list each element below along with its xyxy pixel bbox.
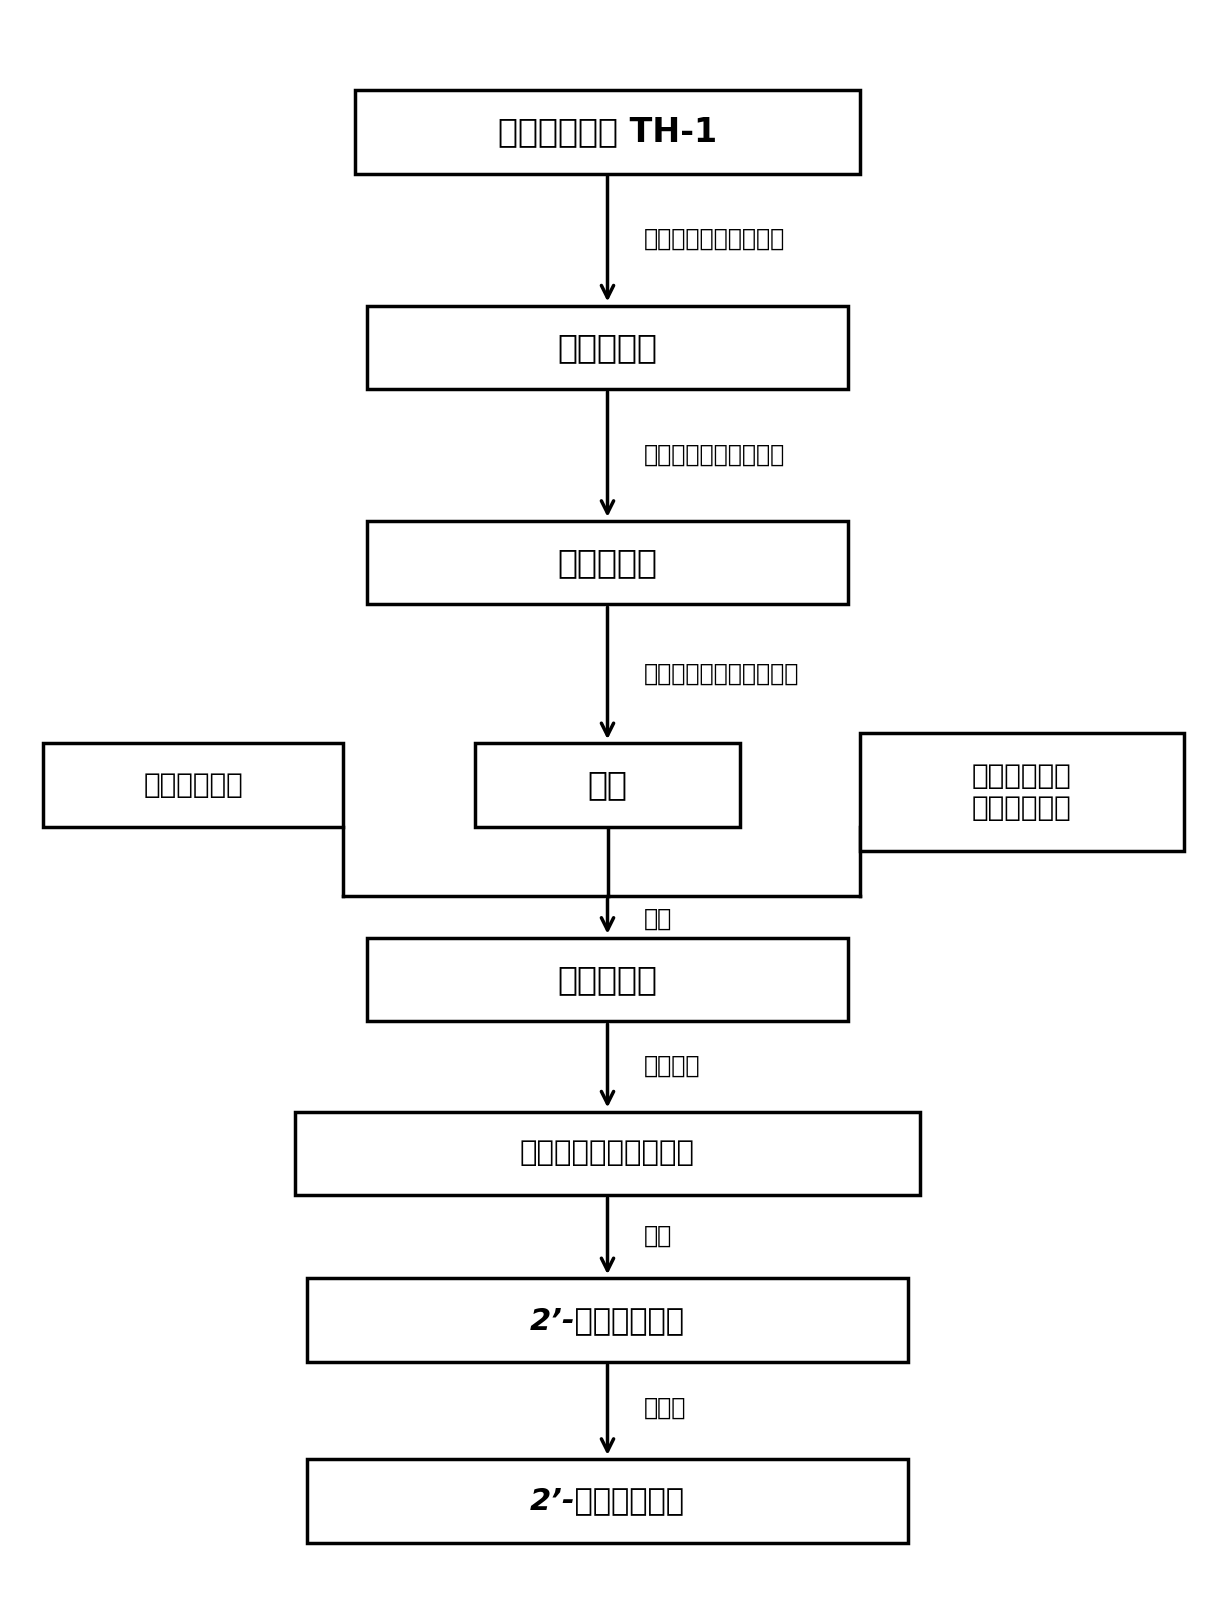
Text: 大肠埃希氏菌 TH-1: 大肠埃希氏菌 TH-1: [498, 116, 717, 148]
Text: 种子培养基，种子培养: 种子培养基，种子培养: [644, 227, 785, 251]
Text: 产酵培养基，发酵培养: 产酵培养基，发酵培养: [644, 442, 785, 466]
Text: 菌体: 菌体: [588, 769, 627, 801]
FancyBboxPatch shape: [367, 938, 848, 1022]
Text: 2’-脱氧腺苷纯品: 2’-脱氧腺苷纯品: [530, 1486, 685, 1515]
FancyBboxPatch shape: [307, 1459, 908, 1543]
FancyBboxPatch shape: [307, 1278, 908, 1362]
Text: 去除碱基的生物转化液: 去除碱基的生物转化液: [520, 1140, 695, 1167]
FancyBboxPatch shape: [367, 306, 848, 388]
Text: 种子培养液: 种子培养液: [558, 330, 657, 364]
FancyBboxPatch shape: [355, 90, 860, 174]
FancyBboxPatch shape: [367, 521, 848, 604]
Text: 重结晶: 重结晶: [644, 1396, 686, 1420]
Text: 脱氧胸腺噸啄
核苷、腺嘘呑: 脱氧胸腺噸啄 核苷、腺嘘呑: [972, 762, 1072, 822]
Text: 磷酸盐缓冲液: 磷酸盐缓冲液: [143, 771, 243, 800]
Text: 生物转化液: 生物转化液: [558, 964, 657, 996]
Text: 转化: 转化: [644, 906, 672, 930]
Text: 发酵培养液: 发酵培养液: [558, 546, 657, 579]
Text: 2’-脱氧腺苷粗品: 2’-脱氧腺苷粗品: [530, 1306, 685, 1335]
FancyBboxPatch shape: [475, 743, 740, 827]
Text: 碏基去除: 碏基去除: [644, 1054, 700, 1078]
FancyBboxPatch shape: [295, 1112, 920, 1194]
FancyBboxPatch shape: [860, 733, 1185, 851]
FancyBboxPatch shape: [43, 743, 344, 827]
Text: 结晶: 结晶: [644, 1224, 672, 1248]
Text: 离心，磷酸销缓冲液洗洤: 离心，磷酸销缓冲液洗洤: [644, 663, 799, 687]
